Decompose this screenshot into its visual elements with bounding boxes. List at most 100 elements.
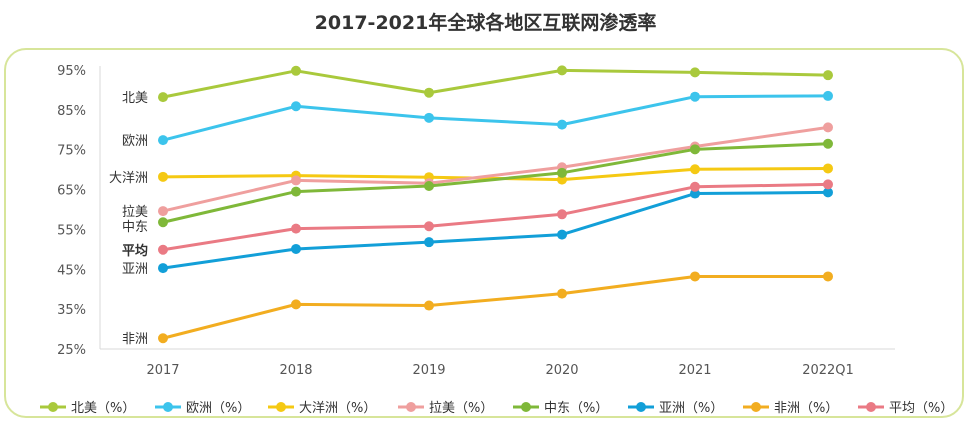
data-point [557,65,567,76]
series-line [162,125,829,213]
data-point [690,164,700,175]
legend-label: 拉美（%） [429,401,493,416]
data-point [158,92,168,103]
chart-title: 2017-2021年全球各地区互联网渗透率 [314,12,657,34]
data-point [690,67,700,78]
series-label: 北美 [122,91,148,106]
x-tick-label: 2021 [678,363,711,378]
legend-item: 非洲（%） [743,401,838,416]
data-point [424,300,434,311]
series-line [162,274,828,340]
axes: 25% 35% 45% 55% 65% 75% 85% 95% 2017 2018 2019 2020… [57,64,895,378]
data-point [690,91,700,102]
y-tick-label: 95% [57,64,86,79]
data-point [291,175,301,186]
data-point [823,271,833,282]
legend: 北美（%） 欧洲（%） 大洋洲（%） 拉美（%） 中东（%） 亚洲（%） 非洲（%） 平均（%… [40,401,953,416]
series-lines [158,65,833,344]
data-point [291,299,301,310]
data-point [557,167,567,178]
legend-item: 北美（%） [40,401,135,416]
data-point [557,119,567,130]
legend-item: 拉美（%） [398,401,493,416]
series-亚洲 [158,187,833,274]
legend-label: 北美（%） [71,401,135,416]
data-point [823,122,833,133]
data-point [158,135,168,146]
series-line [162,190,829,270]
legend-swatch-marker [276,402,286,412]
series-label: 欧洲 [122,134,148,149]
legend-item: 中东（%） [513,401,608,416]
legend-swatch-marker [48,402,58,412]
data-point [823,90,833,101]
legend-label: 欧洲（%） [186,401,250,416]
legend-swatch-marker [406,402,416,412]
data-point [823,187,833,198]
series-line [162,182,829,252]
data-point [158,244,168,255]
series-line [162,68,829,99]
data-point [823,163,833,174]
legend-label: 非洲（%） [774,401,838,416]
series-label: 中东 [122,220,148,235]
data-point [424,112,434,123]
y-tick-label: 35% [57,303,86,318]
data-point [158,333,168,344]
data-point [823,179,833,190]
legend-label: 亚洲（%） [659,401,723,416]
series-非洲 [158,271,833,344]
legend-item: 大洋洲（%） [268,401,376,416]
data-point [158,206,168,217]
data-point [291,223,301,234]
legend-swatch-marker [521,402,531,412]
x-tick-label: 2020 [545,363,578,378]
series-label: 平均 [122,243,148,259]
chart-frame [4,48,964,418]
data-point [158,263,168,274]
data-point [158,217,168,228]
data-point [557,209,567,220]
legend-swatch-marker [751,402,761,412]
y-tick-label: 45% [57,263,86,278]
x-tick-label: 2018 [279,363,312,378]
data-point [690,144,700,155]
data-point [557,229,567,240]
legend-swatch-marker [636,402,646,412]
y-tick-label: 85% [57,104,86,119]
series-line [162,142,829,224]
data-point [291,65,301,76]
legend-label: 大洋洲（%） [299,401,376,416]
y-tick-label: 55% [57,223,86,238]
legend-label: 中东（%） [544,401,608,416]
series-label: 拉美 [122,205,148,220]
series-label: 亚洲 [122,262,148,277]
legend-swatch-marker [163,402,173,412]
series-欧洲 [158,90,833,146]
data-point [424,87,434,98]
data-point [158,171,168,182]
data-point [690,271,700,282]
data-point [424,237,434,248]
data-point [557,288,567,299]
data-point [823,70,833,81]
legend-label: 平均（%） [889,401,953,416]
series-label: 大洋洲 [109,171,148,186]
data-point [690,181,700,192]
y-tick-label: 25% [57,343,86,358]
x-tick-label: 2022Q1 [802,363,854,378]
legend-swatch-marker [866,402,876,412]
series-中东 [158,138,833,228]
legend-item: 欧洲（%） [155,401,250,416]
data-point [424,221,434,232]
x-tick-label: 2017 [146,363,179,378]
x-tick-label: 2019 [412,363,445,378]
series-平均 [158,179,833,255]
legend-item: 亚洲（%） [628,401,723,416]
series-label: 非洲 [122,332,148,347]
data-point [291,101,301,112]
legend-item: 平均（%） [858,401,953,416]
data-point [291,243,301,254]
